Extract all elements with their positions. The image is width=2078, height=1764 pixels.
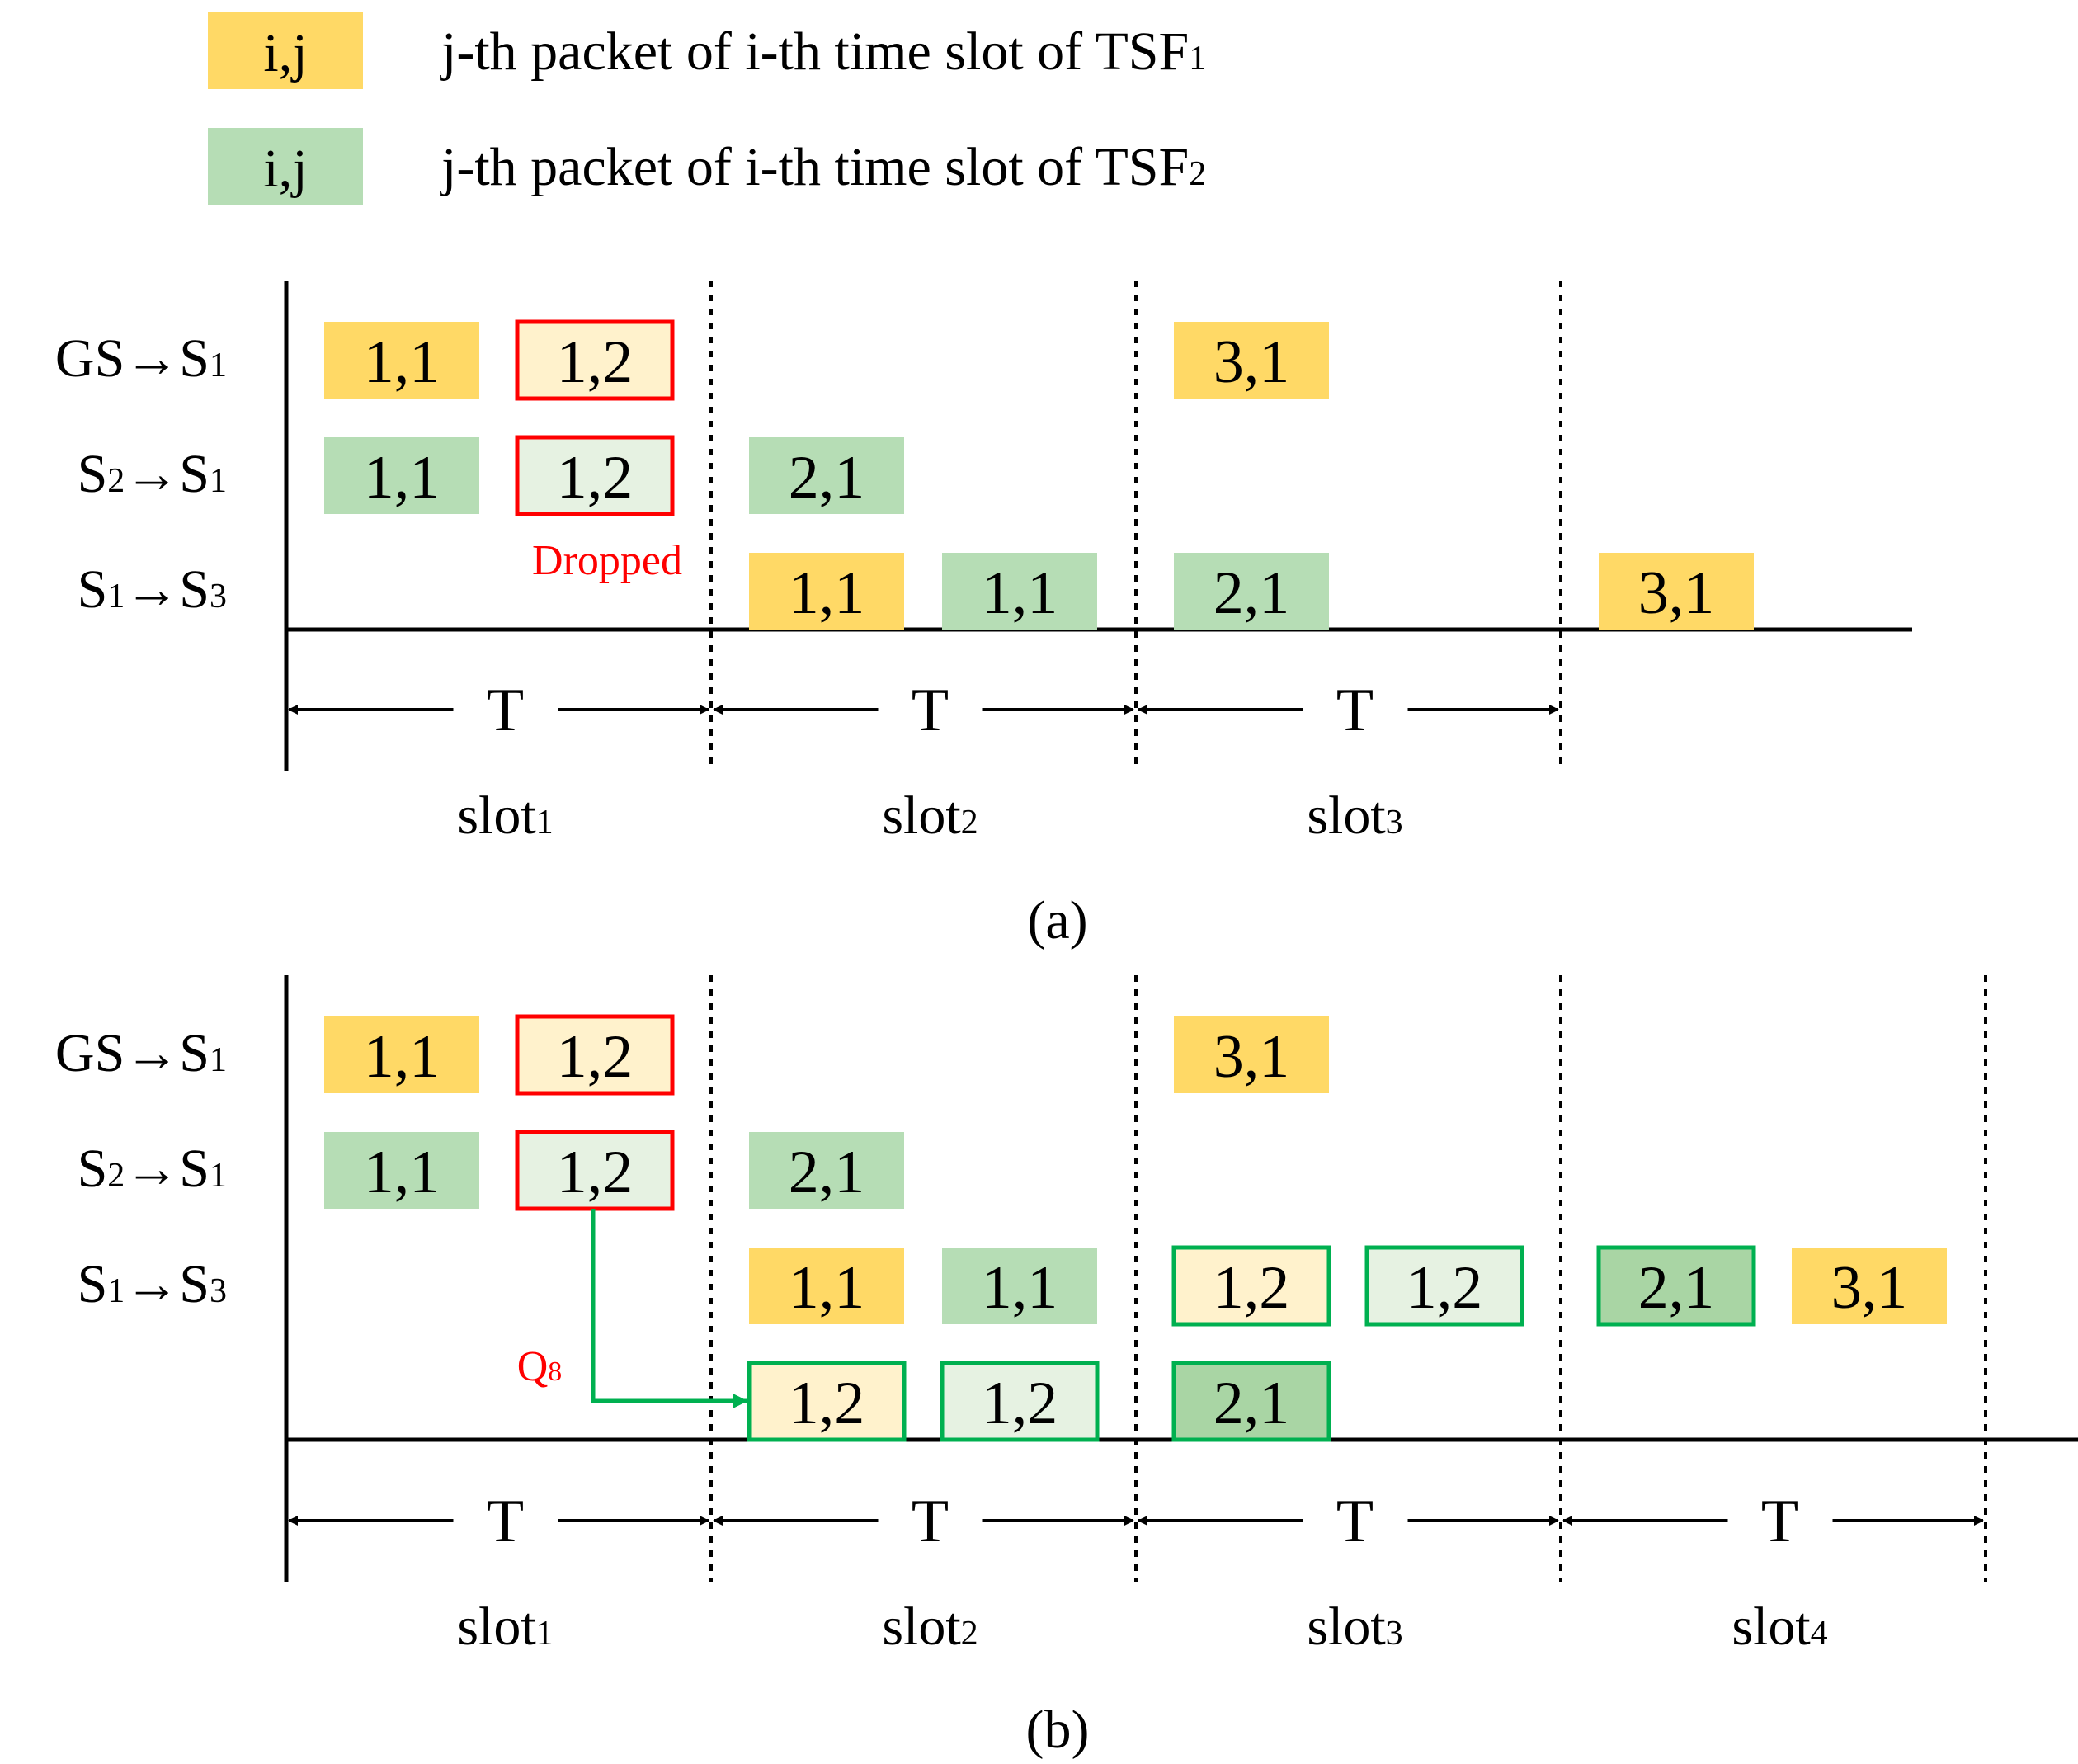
packet-tsf2-normal: 1,1 [942,553,1097,630]
requeue-arrow [591,1209,748,1408]
svg-text:1,2: 1,2 [557,1023,634,1091]
svg-text:1,2: 1,2 [789,1370,865,1437]
svg-text:1,2: 1,2 [557,1139,634,1206]
svg-text:3,1: 3,1 [1213,328,1290,396]
svg-text:2,1: 2,1 [1213,559,1290,627]
svg-text:1,1: 1,1 [789,559,865,627]
svg-text:1,2: 1,2 [1213,1254,1290,1322]
packet-tsf1-normal: 1,1 [749,553,904,630]
period-arrow-3: T [1138,1488,1559,1555]
queue-annotation: Q8 [517,1343,563,1390]
svg-text:2,1: 2,1 [1213,1370,1290,1437]
panel-caption: (b) [1026,1700,1090,1760]
slot-label-3: slot3 [1307,1597,1402,1657]
slot-label-3: slot3 [1307,785,1402,846]
row-label: S2→S1 [78,1139,227,1199]
slot-label-1: slot1 [457,785,553,846]
packet-tsf2-normal: 1,1 [324,1132,479,1209]
svg-text:3,1: 3,1 [1831,1254,1908,1322]
packet-tsf1-normal: 1,1 [324,1016,479,1093]
row-label: S1→S3 [78,559,227,620]
panel-caption: (a) [1027,890,1087,950]
packet-tsf1-retransmit: 1,2 [747,1361,907,1442]
period-label: T [487,677,524,744]
packet-tsf1-normal: 3,1 [1599,553,1754,630]
period-arrow-1: T [288,677,709,744]
period-arrow-2: T [713,1488,1134,1555]
period-arrow-3: T [1138,677,1559,744]
legend-item-tsf1: i,j j-th packet of i-th time slot of TSF… [208,12,1206,89]
svg-text:1,1: 1,1 [982,559,1058,627]
svg-text:1,1: 1,1 [364,328,441,396]
period-arrow-4: T [1562,1488,1984,1555]
period-label: T [487,1488,524,1555]
period-arrow-2: T [713,677,1134,744]
legend-swatch-tsf1 [208,12,363,89]
packet-tsf2-retransmit-dark: 2,1 [1596,1245,1756,1327]
period-label: T [912,677,949,744]
svg-text:1,1: 1,1 [364,1023,441,1091]
period-arrow-1: T [288,1488,709,1555]
slot-label-1: slot1 [457,1597,553,1657]
packet-tsf2-retransmit: 1,2 [1364,1245,1524,1327]
svg-text:1,2: 1,2 [557,444,634,512]
packet-tsf1-normal: 1,1 [324,322,479,399]
legend-swatch-tsf2 [208,128,363,205]
packet-tsf1-normal: 3,1 [1792,1248,1947,1324]
packet-tsf1-normal: 3,1 [1174,322,1329,399]
row-label: S1→S3 [78,1254,227,1314]
svg-text:2,1: 2,1 [789,444,865,512]
row-label: GS→S1 [55,328,227,389]
svg-text:2,1: 2,1 [1638,1254,1715,1322]
legend-item-tsf2: i,j j-th packet of i-th time slot of TSF… [208,128,1206,205]
packet-tsf2-normal: 2,1 [1174,553,1329,630]
packet-tsf2-normal: 2,1 [749,437,904,514]
svg-text:1,2: 1,2 [982,1370,1058,1437]
svg-text:1,1: 1,1 [364,1139,441,1206]
packet-tsf2-dropped: 1,2 [515,1130,675,1211]
panel-b: GS→S1 S2→S1 S1→S3 1,1 1,2 3,1 1,1 1,2 2,1 1,1 1,1 1… [55,975,2078,1760]
svg-text:3,1: 3,1 [1213,1023,1290,1091]
legend-description-tsf1: j-th packet of i-th time slot of TSF1 [440,21,1206,82]
slot-label-2: slot2 [882,1597,978,1657]
packet-tsf2-normal: 2,1 [749,1132,904,1209]
slot-label-2: slot2 [882,785,978,846]
svg-text:1,1: 1,1 [982,1254,1058,1322]
period-label: T [1336,677,1374,744]
dropped-annotation: Dropped [532,537,682,584]
legend: i,j j-th packet of i-th time slot of TSF… [208,12,1206,205]
slot-label-4: slot4 [1732,1597,1827,1657]
packet-tsf1-normal: 1,1 [749,1248,904,1324]
packet-tsf1-retransmit: 1,2 [1171,1245,1331,1327]
packet-tsf2-normal: 1,1 [324,437,479,514]
legend-box-text-tsf2: i,j [263,139,307,199]
period-label: T [1336,1488,1374,1555]
packet-tsf1-normal: 3,1 [1174,1016,1329,1093]
svg-text:1,1: 1,1 [789,1254,865,1322]
packet-tsf1-dropped: 1,2 [515,319,675,401]
period-label: T [912,1488,949,1555]
packet-tsf2-normal: 1,1 [942,1248,1097,1324]
svg-text:1,1: 1,1 [364,444,441,512]
row-label: S2→S1 [78,444,227,504]
row-label: GS→S1 [55,1023,227,1083]
svg-text:1,2: 1,2 [557,328,634,396]
legend-description-tsf2: j-th packet of i-th time slot of TSF2 [440,137,1206,197]
packet-tsf2-dropped: 1,2 [515,435,675,516]
packet-tsf2-retransmit: 1,2 [940,1361,1100,1442]
svg-text:1,2: 1,2 [1407,1254,1483,1322]
legend-box-text-tsf1: i,j [263,23,307,83]
period-label: T [1761,1488,1798,1555]
packet-tsf1-dropped: 1,2 [515,1014,675,1096]
packet-tsf2-retransmit-dark: 2,1 [1171,1361,1331,1442]
svg-text:2,1: 2,1 [789,1139,865,1206]
svg-text:3,1: 3,1 [1638,559,1715,627]
panel-a: GS→S1 S2→S1 S1→S3 1,1 1,2 3,1 1,1 1,2 2,1 1,1 1,1 2… [55,281,1912,950]
